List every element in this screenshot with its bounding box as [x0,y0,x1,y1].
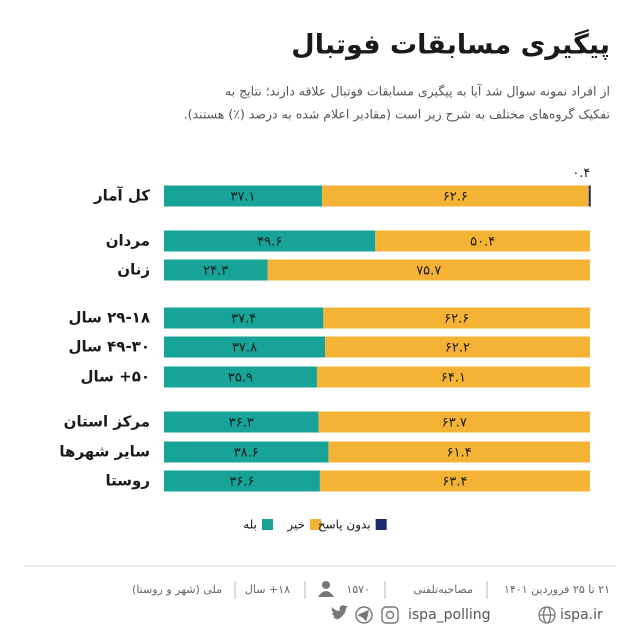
value-label: ۰.۴ [572,166,590,181]
legend-swatch [375,519,387,530]
value-label: ۲۴.۳ [203,264,228,279]
chart-subtitle: از افراد نمونه سوال شد آیا به پیگیری مسا… [225,84,610,100]
value-label: ۶۲.۲ [445,341,470,356]
chart-title: پیگیری مسابقات فوتبال [291,29,610,61]
footer-method: مصاحبه‌تلفنی [413,583,473,596]
bar-segment [316,366,590,388]
bar-segment [164,259,268,281]
globe-icon [538,606,556,624]
value-label: ۳۶.۶ [229,475,254,490]
legend-swatch [310,519,321,530]
value-label: ۴۹.۶ [257,235,282,250]
category-label: کل آمار [93,187,150,205]
bar-segment [164,411,319,433]
footer-date: ۲۱ تا ۲۵ فروردین ۱۴۰۱ [504,583,610,596]
value-label: ۵۰.۴ [470,235,495,250]
bar-segment [328,441,590,463]
footer-handle: ispa_polling [408,607,491,623]
value-label: ۳۵.۹ [228,371,253,386]
value-label: ۳۷.۴ [231,312,256,327]
bar-segment [588,185,591,207]
chart-subtitle: تفکیک گروه‌های مختلف به شرح زیر است (مقا… [184,107,611,123]
footer-sample: ۱۵۷۰ [346,583,370,596]
value-label: ۶۱.۴ [447,446,472,461]
bar-segment [323,307,590,329]
category-label: سایر شهرها [59,443,150,461]
bar-segment [164,230,376,252]
bar-segment [164,366,317,388]
bar-segment [164,336,326,358]
bar-segment [164,441,329,463]
category-label: مردان [106,232,150,250]
value-label: ۳۶.۳ [229,416,254,431]
value-label: ۶۳.۴ [442,475,467,490]
value-label: ۶۴.۱ [441,371,466,386]
value-label: ۳۸.۶ [234,446,259,461]
bar-segment [319,470,590,492]
bar-segment [164,185,323,207]
legend-label: بله [243,518,257,532]
footer-scope: ملی (شهر و روستا) [132,583,222,596]
value-label: ۳۷.۸ [232,341,257,356]
legend-label: خیر [286,518,305,533]
footer-site: ispa.ir [560,607,603,623]
legend-swatch [262,519,273,530]
bar-segment [267,259,590,281]
bar-segment [164,307,324,329]
category-label: ۴۹-۳۰ سال [69,338,150,356]
category-label: مرکز استان [64,413,150,431]
footer-age: ۱۸+ سال [245,583,290,596]
footer: ۲۱ تا ۲۵ فروردین ۱۴۰۱ مصاحبه‌تلفنی ۱۵۷۰ … [132,581,610,624]
bar-segment [164,470,320,492]
social-icons [330,605,399,624]
category-label: زنان [117,261,150,279]
value-label: ۳۷.۱ [230,190,255,205]
value-label: ۷۵.۷ [416,264,441,279]
bar-segment [325,336,590,358]
bar-segment [322,185,589,207]
value-label: ۶۲.۶ [443,190,468,205]
value-label: ۶۳.۷ [442,416,467,431]
people-icon [318,581,334,597]
legend-label: بدون پاسخ [318,518,371,533]
bar-segment [375,230,590,252]
value-label: ۶۲.۶ [444,312,469,327]
category-label: روستا [106,472,150,490]
bar-segment [318,411,590,433]
category-label: ۵۰+ سال [80,368,150,386]
category-label: ۲۹-۱۸ سال [69,309,150,327]
